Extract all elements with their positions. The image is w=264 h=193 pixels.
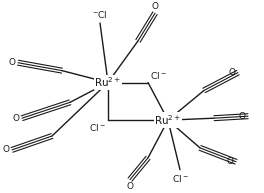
Text: O: O [228,68,235,77]
Text: $^{-}$Cl: $^{-}$Cl [92,9,108,20]
Text: Cl$^-$: Cl$^-$ [89,122,106,133]
Text: Cl$^-$: Cl$^-$ [150,69,167,80]
Text: Ru$^{2+}$: Ru$^{2+}$ [95,76,122,89]
Text: O: O [226,157,233,166]
Text: Cl$^-$: Cl$^-$ [172,173,188,184]
Text: O: O [152,2,158,11]
Text: O: O [12,114,19,123]
Text: Ru$^{2+}$: Ru$^{2+}$ [154,113,182,127]
Text: O: O [8,58,15,67]
Text: O: O [2,145,9,154]
Text: O: O [126,182,134,190]
Text: O: O [238,112,245,121]
